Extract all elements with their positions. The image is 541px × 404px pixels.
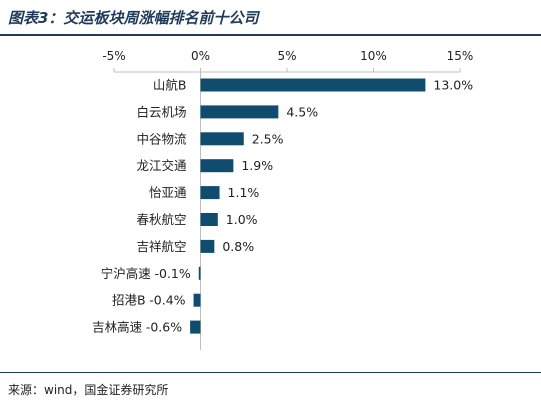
value-label: 1.1% xyxy=(228,185,260,200)
axis-layer: -5% 0% 5% 10% 15% xyxy=(102,49,473,350)
category-label: 春秋航空 xyxy=(136,212,186,227)
value-label: 1.0% xyxy=(226,212,258,227)
category-label: 吉林高速 xyxy=(92,320,143,335)
x-tick-label: 15% xyxy=(447,49,474,63)
bar xyxy=(200,105,279,119)
value-label: 4.5% xyxy=(286,104,318,119)
value-label: -0.1% xyxy=(154,266,190,281)
bar xyxy=(200,239,215,253)
bar xyxy=(190,320,201,334)
category-label: 中谷物流 xyxy=(136,131,187,146)
x-tick-label: 0% xyxy=(191,49,210,63)
value-label: -0.4% xyxy=(149,293,185,308)
value-label: 0.8% xyxy=(222,239,254,254)
x-tick-label: 10% xyxy=(360,49,387,63)
value-label: 1.9% xyxy=(241,158,273,173)
bar xyxy=(200,186,220,200)
bar xyxy=(198,266,201,280)
bar xyxy=(200,132,244,146)
bar xyxy=(200,213,218,226)
source-note: 来源：wind，国金证券研究所 xyxy=(8,383,169,397)
bar xyxy=(193,293,201,307)
category-label: 白云机场 xyxy=(136,104,186,119)
category-label: 招港B xyxy=(112,293,146,308)
title-rule xyxy=(0,34,541,36)
bar xyxy=(200,78,426,92)
x-tick-label: 5% xyxy=(277,49,296,63)
value-label: 2.5% xyxy=(252,131,284,146)
footer-rule xyxy=(0,372,541,373)
category-label: 宁沪高速 xyxy=(101,266,152,281)
labels-layer: 山航B 13.0% 白云机场 4.5% 中谷物流 2.5% 龙江交通 1.9% 怡亚通 1.1% 春… xyxy=(92,78,473,335)
bar xyxy=(200,159,234,173)
figure-title: 图表3：交运板块周涨幅排名前十公司 xyxy=(8,9,259,27)
category-label: 山航B xyxy=(153,78,187,93)
category-label: 龙江交通 xyxy=(136,158,187,173)
category-label: 怡亚通 xyxy=(149,185,187,200)
value-label: 13.0% xyxy=(433,78,473,93)
x-tick-label: -5% xyxy=(102,49,125,63)
value-label: -0.6% xyxy=(146,320,182,335)
category-label: 吉祥航空 xyxy=(136,239,186,254)
bars-layer xyxy=(190,78,426,334)
